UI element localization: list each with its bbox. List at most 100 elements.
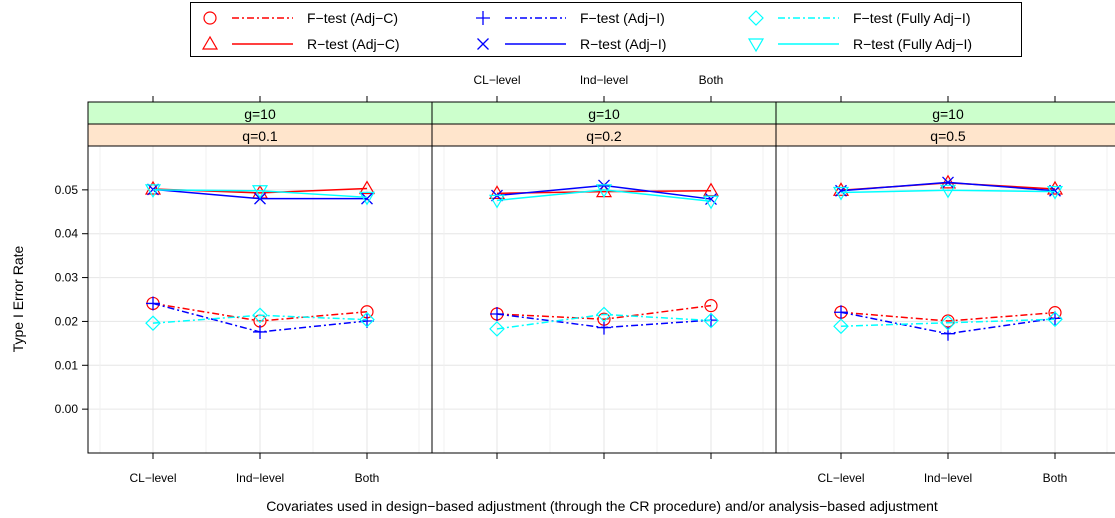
strip-q-label: q=0.1 xyxy=(242,128,278,144)
x-tick-label-top-cl-level: CL−level xyxy=(473,73,520,87)
data-point-cl-level xyxy=(146,296,160,311)
legend-marker-circle-icon xyxy=(203,11,217,25)
data-point-cl-level xyxy=(145,315,161,332)
data-point-both xyxy=(1047,311,1063,328)
data-point-ind-level xyxy=(253,324,267,339)
data-point-ind-level xyxy=(252,307,268,324)
data-point-ind-level xyxy=(595,184,613,199)
x-axis-title: Covariates used in design−based adjustme… xyxy=(266,498,938,514)
data-point-ind-level xyxy=(597,320,611,335)
data-point-ind-level xyxy=(939,174,957,189)
y-tick-label: 0.04 xyxy=(55,227,79,241)
legend-label: F−test (Fully Adj−I) xyxy=(853,10,970,26)
x-tick-label-both: Both xyxy=(1043,471,1068,485)
x-tick-label-cl-level: CL−level xyxy=(129,471,176,485)
axes: 0.00 0.01 0.02 0.03 0.04 0.05 CL−level Ind−leve… xyxy=(55,73,1068,485)
series-line xyxy=(840,318,1056,328)
y-tick-label: 0.02 xyxy=(55,314,79,328)
legend-label: R−test (Adj−I) xyxy=(580,36,666,52)
data-point-cl-level xyxy=(144,184,162,199)
series-r-test-fully-adj-i xyxy=(488,184,720,210)
series-f-test-adj-i xyxy=(146,296,374,339)
data-point-ind-level xyxy=(598,179,610,192)
series-line xyxy=(496,313,712,330)
series-f-test-fully-adj-i xyxy=(489,306,719,337)
legend-item-r-test-fully-adj-i: R−test (Fully Adj−I) xyxy=(747,36,972,53)
x-tick-label-top-ind-level: Ind−level xyxy=(580,73,628,87)
data-point-both xyxy=(359,311,375,328)
legend-label: F−test (Adj−C) xyxy=(307,10,398,26)
data-point-both xyxy=(358,180,376,195)
y-tick-label: 0.01 xyxy=(55,358,79,372)
series-line xyxy=(840,189,1056,194)
strip-g-label: g=10 xyxy=(932,106,964,122)
data-point-ind-level xyxy=(940,314,956,331)
legend-item-r-test-adj-i: R−test (Adj−I) xyxy=(477,36,666,52)
legend-label: R−test (Fully Adj−I) xyxy=(853,36,972,52)
data-point-ind-level xyxy=(251,185,269,199)
series-line xyxy=(496,189,712,203)
strip-q-label: q=0.2 xyxy=(586,128,622,144)
legend-marker-plus-icon xyxy=(476,11,490,25)
legend-item-f-test-adj-i: F−test (Adj−I) xyxy=(476,10,665,26)
series-r-test-fully-adj-i xyxy=(144,184,376,206)
series-line xyxy=(496,304,712,320)
data-point-both xyxy=(360,313,374,328)
legend-marker-cross-icon xyxy=(477,38,489,50)
data-point-both xyxy=(1046,186,1064,200)
series-f-test-fully-adj-i xyxy=(145,307,375,332)
data-point-ind-level xyxy=(939,184,957,199)
series-line xyxy=(152,302,368,322)
x-tick-label-top-both: Both xyxy=(699,73,724,87)
data-point-cl-level xyxy=(489,321,505,337)
data-point-ind-level xyxy=(596,306,612,323)
legend-label: R−test (Adj−C) xyxy=(307,36,400,52)
data-point-both xyxy=(1048,311,1062,326)
legend-label: F−test (Adj−I) xyxy=(580,10,665,26)
y-axis-title: Type I Error Rate xyxy=(10,245,26,352)
data-point-cl-level xyxy=(832,182,850,196)
legend-box xyxy=(190,2,1022,57)
data-point-both xyxy=(361,192,373,205)
data-point-ind-level xyxy=(942,176,954,189)
data-point-cl-level xyxy=(833,318,849,335)
series-line xyxy=(152,189,368,199)
panel-q-0-1: g=10 q=0.1 xyxy=(87,101,433,454)
data-point-both xyxy=(703,312,719,329)
y-tick-label: 0.00 xyxy=(55,402,79,416)
legend: F−test (Adj−C) R−test (Adj−C) F−test (Adj−… xyxy=(190,2,1022,57)
panels: g=10 q=0.1 g=10 q=0.2 g=10 q=0.5 xyxy=(87,101,1115,454)
legend-marker-triangle-up-icon xyxy=(201,35,219,50)
data-point-cl-level xyxy=(144,180,162,195)
legend-marker-triangle-down-icon xyxy=(747,38,765,53)
strip-g-label: g=10 xyxy=(588,106,620,122)
panel-grid xyxy=(776,146,1115,453)
legend-item-f-test-adj-c: F−test (Adj−C) xyxy=(203,10,398,26)
panel-q-0-2: g=10 q=0.2 xyxy=(431,101,777,454)
data-point-both xyxy=(358,191,376,206)
series-line xyxy=(840,311,1056,322)
legend-marker-diamond-icon xyxy=(748,10,764,26)
x-tick-label-ind-level: Ind−level xyxy=(236,471,284,485)
strip-g-label: g=10 xyxy=(244,106,276,122)
data-point-both xyxy=(702,195,720,210)
y-tick-label: 0.05 xyxy=(55,183,79,197)
series-f-test-fully-adj-i xyxy=(833,311,1063,335)
legend-item-f-test-fully-adj-i: F−test (Fully Adj−I) xyxy=(748,10,970,26)
data-point-cl-level xyxy=(832,186,850,201)
data-point-cl-level xyxy=(834,305,848,320)
legend-item-r-test-adj-c: R−test (Adj−C) xyxy=(201,35,400,52)
y-tick-label: 0.03 xyxy=(55,271,79,285)
panel-q-0-5: g=10 q=0.5 xyxy=(775,101,1115,454)
data-point-cl-level xyxy=(488,194,506,209)
strip-q-label: q=0.5 xyxy=(930,128,966,144)
data-point-both xyxy=(704,299,718,313)
series-r-test-fully-adj-i xyxy=(832,184,1064,201)
series-line xyxy=(152,314,368,324)
data-point-cl-level xyxy=(490,306,504,321)
x-tick-label-cl-level: CL−level xyxy=(817,471,864,485)
x-tick-label-ind-level: Ind−level xyxy=(924,471,972,485)
x-tick-label-both: Both xyxy=(355,471,380,485)
data-point-cl-level xyxy=(147,183,159,196)
